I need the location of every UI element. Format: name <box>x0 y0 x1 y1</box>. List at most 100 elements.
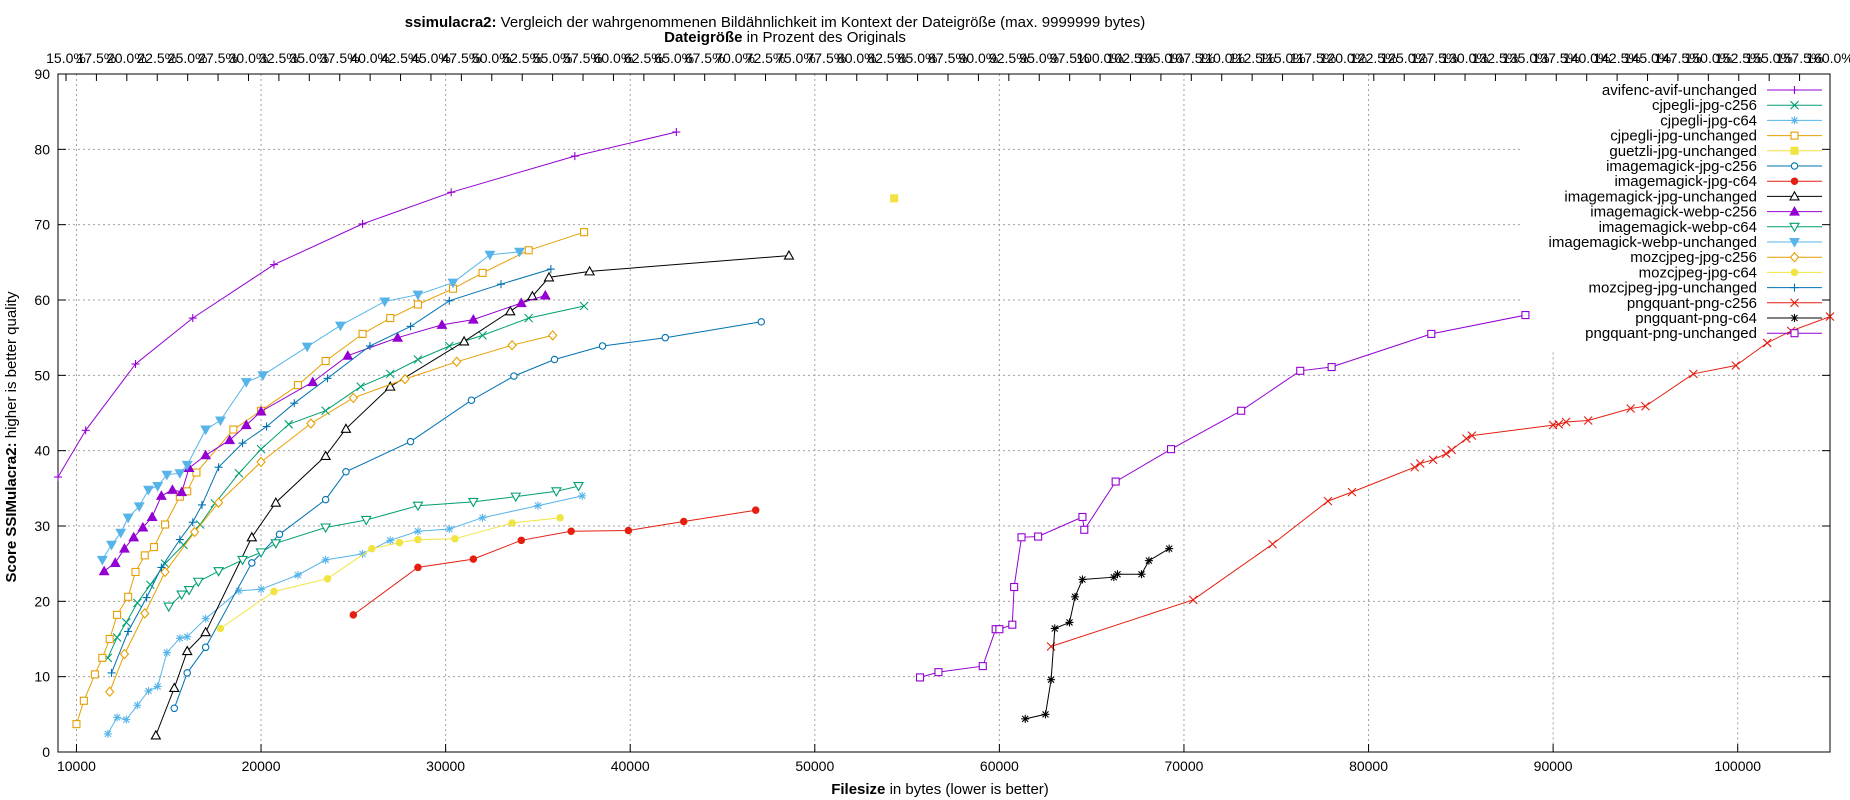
data-point <box>1467 431 1477 440</box>
data-point <box>447 188 456 197</box>
y-tick-label: 60 <box>34 292 50 308</box>
x2-tick-label: 140.0% <box>1563 50 1610 66</box>
data-point <box>175 535 184 544</box>
series-line <box>107 495 583 735</box>
data-point <box>200 626 212 637</box>
data-point <box>567 527 575 536</box>
x2-tick-label: 70.0% <box>715 50 755 66</box>
data-point <box>1790 100 1799 110</box>
legend-label: mozcjpeg-jpg-c64 <box>1639 264 1757 281</box>
data-point <box>275 530 284 539</box>
series-cjpegli-jpg-unchanged <box>72 228 589 729</box>
data-point <box>1078 575 1087 584</box>
data-point <box>348 392 359 404</box>
legend-label: cjpegli-jpg-unchanged <box>1610 128 1757 145</box>
data-point <box>224 434 236 445</box>
data-point <box>321 356 330 366</box>
x2-tick-label: 67.5% <box>685 50 725 66</box>
data-point <box>1731 361 1741 370</box>
data-point <box>163 602 175 613</box>
data-point <box>1323 496 1333 506</box>
data-point <box>131 567 140 577</box>
data-point <box>1825 312 1835 321</box>
legend: avifenc-avif-unchangedcjpegli-jpg-c256cj… <box>1549 82 1822 342</box>
x2-tick-label: 135.0% <box>1502 50 1549 66</box>
data-point <box>214 416 226 427</box>
data-point <box>293 570 302 579</box>
data-point <box>54 473 62 482</box>
data-point <box>1790 329 1799 338</box>
data-point <box>323 374 332 383</box>
data-point <box>510 492 522 503</box>
data-point <box>270 587 278 596</box>
data-point <box>342 468 350 476</box>
data-point <box>478 513 487 522</box>
x-tick-label: 30000 <box>426 758 465 774</box>
data-point <box>1789 222 1800 233</box>
data-point <box>113 610 122 619</box>
x2-tick-label: 77.5% <box>806 50 846 66</box>
data-point <box>1554 419 1564 429</box>
data-point <box>321 555 330 564</box>
data-point <box>124 592 133 601</box>
x-tick-label: 10000 <box>57 758 96 774</box>
data-point <box>183 632 192 641</box>
data-point <box>414 535 422 544</box>
x2-tick-label: 95.0% <box>1019 50 1059 66</box>
data-point <box>1789 237 1800 248</box>
x2-tick-label: 100.0% <box>1076 50 1123 66</box>
data-point <box>197 500 206 509</box>
x2-tick-label: 105.0% <box>1137 50 1184 66</box>
data-point <box>1790 314 1799 322</box>
series-cjpegli-jpg-c256 <box>103 301 589 663</box>
data-point <box>133 502 145 513</box>
x-tick-label: 90000 <box>1534 758 1573 774</box>
x2-tick-label: 137.5% <box>1533 50 1580 66</box>
x2-tick-label: 142.5% <box>1593 50 1640 66</box>
data-point <box>1790 131 1799 140</box>
data-point <box>436 319 448 329</box>
data-point <box>121 618 131 627</box>
data-point <box>257 585 266 594</box>
x2-tick-label: 145.0% <box>1624 50 1671 66</box>
data-point <box>413 300 422 309</box>
legend-label: imagemagick-jpg-unchanged <box>1564 188 1757 205</box>
data-point <box>240 419 252 430</box>
data-point <box>113 713 122 722</box>
x2-tick-label: 147.5% <box>1654 50 1701 66</box>
y-tick-label: 30 <box>34 518 50 534</box>
legend-label: guetzli-jpg-unchanged <box>1609 143 1757 160</box>
data-point <box>106 540 117 551</box>
series-avifenc-avif-unchanged <box>54 128 681 482</box>
grid-lines <box>58 74 1830 752</box>
legend-label: cjpegli-jpg-c256 <box>1652 97 1757 114</box>
x2-tick-label: 27.5% <box>198 50 238 66</box>
data-point <box>90 670 99 679</box>
data-point <box>320 450 332 460</box>
data-point <box>1428 455 1438 465</box>
legend-label: pngquant-png-unchanged <box>1585 325 1757 342</box>
legend-entry: cjpegli-jpg-c64 <box>1660 112 1822 129</box>
data-point <box>181 645 193 656</box>
data-point <box>445 525 454 534</box>
data-point <box>323 574 332 583</box>
data-point <box>1790 116 1799 125</box>
data-point <box>107 668 116 677</box>
legend-entry: imagemagick-webp-unchanged <box>1549 234 1822 251</box>
data-point <box>1017 533 1026 542</box>
legend-entry: pngquant-png-unchanged <box>1585 325 1822 342</box>
data-point <box>484 250 496 261</box>
data-point <box>201 614 210 623</box>
data-point <box>72 720 81 729</box>
data-point <box>1790 298 1799 308</box>
x2-tick-label: 90.0% <box>959 50 999 66</box>
data-point <box>255 548 267 558</box>
series-line <box>57 131 677 478</box>
series-pngquant-png-c256 <box>1046 312 1835 651</box>
data-point <box>412 501 424 512</box>
y-tick-label: 70 <box>34 217 50 233</box>
data-point <box>413 355 423 364</box>
x2-tick-label: 40.0% <box>350 50 390 66</box>
data-point <box>1041 710 1050 719</box>
data-point <box>181 460 193 471</box>
